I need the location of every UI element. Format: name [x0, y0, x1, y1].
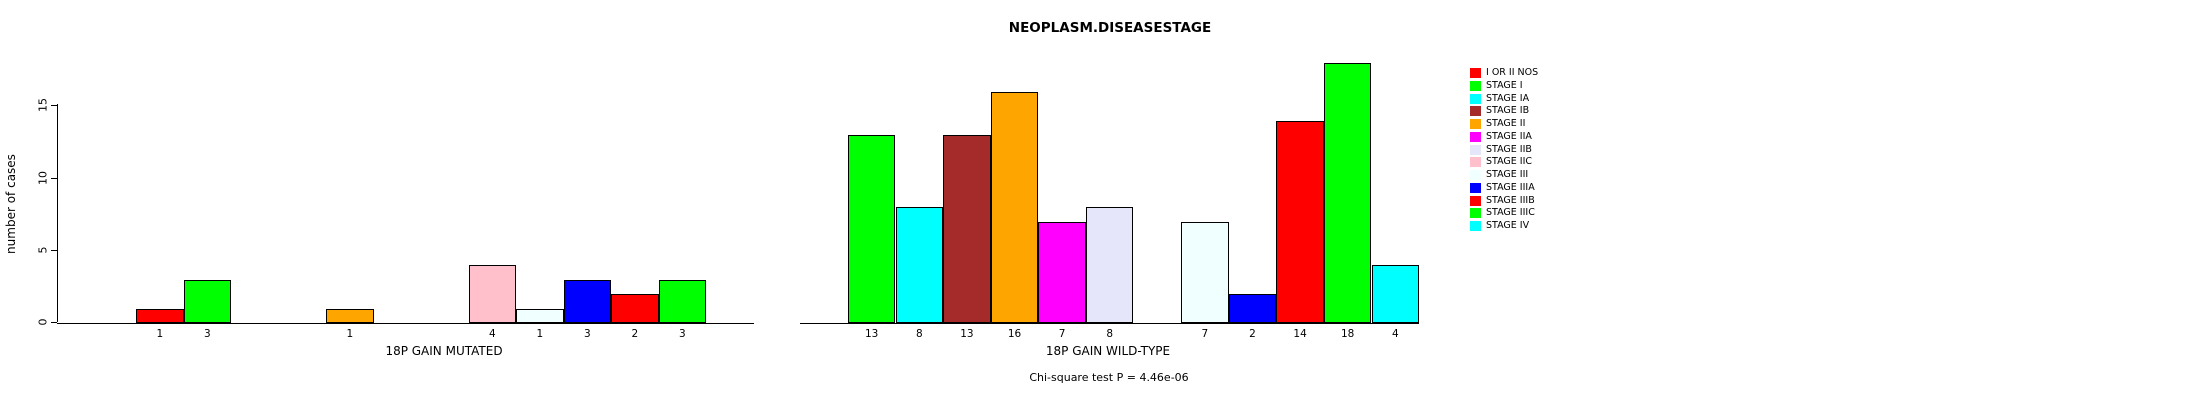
bar-value-label: 4 [1391, 328, 1399, 340]
bar-value-label: 16 [1007, 328, 1022, 340]
bar-value-label: 3 [203, 328, 211, 340]
legend-swatch-i-or-ii-nos [1470, 68, 1481, 78]
legend-swatch-stage-iv [1470, 221, 1481, 231]
x-axis-line-18p-gain-mutated [57, 323, 754, 324]
legend-label-stage-iii: STAGE III [1486, 169, 1529, 180]
x-axis-line-18p-gain-wild-type [800, 323, 1419, 324]
y-axis-tick [51, 105, 57, 107]
bar-stage-iii [516, 308, 564, 323]
legend-label-stage-ii: STAGE II [1486, 118, 1526, 129]
bar-value-label: 2 [1249, 328, 1256, 340]
x-axis-title-wild-type: 18P GAIN WILD-TYPE [1045, 344, 1171, 358]
legend-swatch-stage-ib [1470, 106, 1481, 117]
bar-stage-ii [990, 91, 1039, 323]
bar-stage-iiib [1276, 120, 1324, 323]
bar-stage-iiia [563, 279, 611, 323]
bar-value-label: 4 [488, 328, 496, 340]
bar-stage-ia [895, 207, 944, 323]
legend-swatch-stage-iic [1470, 157, 1481, 168]
y-axis-line [57, 104, 58, 322]
bar-stage-ii [326, 308, 374, 323]
chi-square-note: Chi-square test P = 4.46e-06 [1029, 371, 1189, 384]
bar-stage-iic [468, 265, 516, 323]
chart-title: NEOPLASM.DISEASESTAGE [1008, 20, 1212, 36]
bar-value-label: 7 [1201, 328, 1209, 340]
bar-value-label: 2 [631, 328, 639, 340]
bar-stage-iiic [658, 279, 706, 323]
bar-stage-i [183, 279, 231, 323]
bar-stage-iiic [1323, 62, 1372, 323]
bar-stage-iib [1085, 207, 1134, 323]
legend-swatch-stage-iiib [1470, 195, 1481, 206]
bar-value-label: 1 [536, 328, 544, 340]
bar-stage-i [847, 135, 896, 323]
legend-label-stage-iib: STAGE IIB [1486, 143, 1532, 155]
y-axis-tick [51, 249, 57, 251]
y-axis-tick-label: 0 [36, 318, 50, 326]
bar-stage-iiia [1228, 294, 1277, 323]
bar-stage-iii [1181, 221, 1229, 323]
bar-value-label: 3 [583, 328, 591, 340]
legend-label-stage-ib: STAGE IB [1486, 105, 1530, 117]
y-axis-label: number of cases [4, 154, 18, 254]
bar-value-label: 8 [1106, 328, 1114, 340]
bar-stage-ib [943, 135, 991, 323]
y-axis-tick [51, 322, 57, 323]
legend-label-stage-iiia: STAGE IIIA [1486, 181, 1535, 193]
legend-label-stage-iic: STAGE IIC [1486, 156, 1533, 168]
bar-value-label: 18 [1341, 328, 1355, 340]
y-axis-tick-label: 5 [36, 246, 50, 254]
legend-label-i-or-ii-nos: I OR II NOS [1486, 67, 1539, 78]
bar-value-label: 1 [156, 328, 164, 340]
y-axis-tick [51, 177, 57, 179]
legend-label-stage-iiic: STAGE IIIC [1486, 207, 1535, 219]
legend-label-stage-iia: STAGE IIA [1486, 130, 1532, 142]
y-axis-tick-label: 10 [36, 170, 50, 185]
legend-swatch-stage-iib [1470, 144, 1481, 155]
legend-swatch-stage-ia [1470, 93, 1481, 104]
x-axis-title-mutated: 18P GAIN MUTATED [385, 344, 503, 358]
bar-value-label: 1 [346, 328, 354, 340]
bar-stage-iia [1038, 221, 1086, 323]
bar-value-label: 3 [678, 328, 686, 340]
bar-value-label: 13 [960, 328, 974, 340]
bar-value-label: 13 [865, 328, 879, 340]
bar-value-label: 8 [915, 328, 923, 340]
legend-swatch-stage-iiic [1470, 208, 1481, 219]
y-axis-tick-label: 15 [36, 98, 50, 113]
legend-swatch-stage-iii [1470, 170, 1481, 180]
bar-stage-iiib [611, 294, 659, 323]
legend-label-stage-iiib: STAGE IIIB [1486, 194, 1535, 206]
bar-i-or-ii-nos [136, 308, 184, 323]
legend-swatch-stage-iiia [1470, 182, 1481, 193]
legend-swatch-stage-ii [1470, 119, 1481, 129]
bar-value-label: 7 [1058, 328, 1066, 340]
legend-swatch-stage-i [1470, 80, 1481, 91]
legend-label-stage-ia: STAGE IA [1486, 92, 1530, 104]
bar-stage-iv [1371, 265, 1420, 323]
bar-value-label: 14 [1293, 328, 1307, 340]
legend-swatch-stage-iia [1470, 131, 1481, 142]
legend-label-stage-i: STAGE I [1486, 79, 1523, 91]
legend-label-stage-iv: STAGE IV [1486, 220, 1530, 231]
